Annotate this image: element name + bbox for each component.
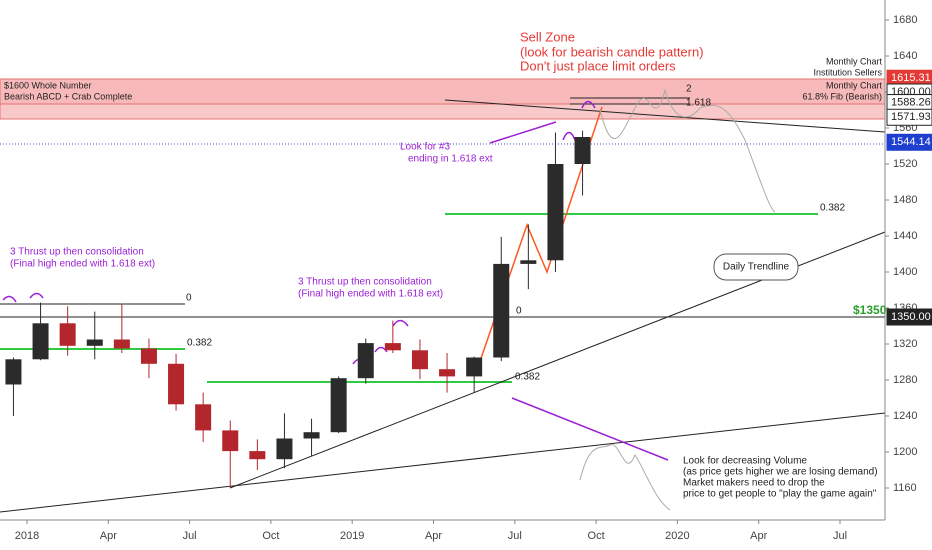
- note: Don't just place limit orders: [520, 58, 676, 73]
- fib: 0.382: [187, 338, 212, 349]
- note: 3 Thrust up then consolidation: [298, 277, 432, 288]
- note: (look for bearish candle pattern): [520, 44, 704, 59]
- x-tick-label: Jul: [183, 530, 197, 542]
- candle-body: [5, 359, 22, 385]
- candle-body: [439, 369, 456, 377]
- x-tick-label: 2019: [340, 530, 364, 542]
- note: Look for decreasing Volume: [683, 456, 807, 467]
- price-label: 1350.00: [891, 311, 931, 323]
- price-label: 1615.31: [891, 72, 931, 84]
- candle-body: [249, 451, 266, 460]
- x-tick-label: Apr: [750, 530, 767, 542]
- note: 3 Thrust up then consolidation: [10, 247, 144, 258]
- note: Look for #3: [400, 142, 450, 153]
- x-tick-label: Apr: [425, 530, 442, 542]
- candle-body: [276, 438, 293, 460]
- x-tick-label: Jul: [833, 530, 847, 542]
- fib: 0.382: [820, 203, 845, 214]
- candle-body: [59, 323, 76, 346]
- note: $1350: [853, 303, 887, 317]
- y-tick-label: 1320: [893, 338, 917, 350]
- fib: 0.382: [515, 372, 540, 383]
- candle-body: [357, 343, 374, 379]
- x-tick-label: Jul: [508, 530, 522, 542]
- candle-body: [547, 164, 564, 261]
- y-tick-label: 1240: [893, 410, 917, 422]
- y-tick-label: 1400: [893, 266, 917, 278]
- note: Institution Sellers: [813, 67, 882, 77]
- y-tick-label: 1160: [893, 482, 917, 494]
- price-label: 1571.93: [891, 111, 931, 123]
- note: (as price gets higher we are losing dema…: [683, 467, 878, 478]
- note: Daily Trendline: [723, 262, 790, 273]
- x-tick-label: Oct: [262, 530, 279, 542]
- price-label-bg: [886, 133, 932, 151]
- note: Monthly Chart: [826, 80, 883, 90]
- candle-body: [574, 137, 591, 164]
- candle-body: [222, 430, 239, 452]
- note: Monthly Chart: [826, 56, 883, 66]
- y-tick-label: 1280: [893, 374, 917, 386]
- note: ending in 1.618 ext: [408, 154, 493, 165]
- y-tick-label: 1200: [893, 446, 917, 458]
- y-tick-label: 1640: [893, 50, 917, 62]
- note: (Final high ended with 1.618 ext): [10, 259, 155, 270]
- fib: 2: [686, 84, 692, 95]
- layout: [0, 0, 886, 521]
- x-tick-label: Apr: [100, 530, 117, 542]
- y-tick-label: 1440: [893, 230, 917, 242]
- x-tick-label: 2018: [15, 530, 39, 542]
- candle-body: [140, 348, 157, 364]
- fib: 0: [516, 306, 522, 317]
- y-tick-label: 1520: [893, 158, 917, 170]
- note: Sell Zone: [520, 29, 575, 44]
- candle-body: [330, 378, 347, 433]
- x-tick-label: 2020: [665, 530, 689, 542]
- candle-body: [195, 404, 212, 431]
- candle-body: [86, 339, 103, 346]
- note: Bearish ABCD + Crab Complete: [4, 91, 132, 101]
- candle-body: [384, 343, 401, 351]
- note: 61.8% Fib (Bearish): [802, 91, 882, 101]
- x-tick-label: Oct: [588, 530, 605, 542]
- y-tick-label: 1680: [893, 14, 917, 26]
- note: (Final high ended with 1.618 ext): [298, 289, 443, 300]
- candle-body: [303, 432, 320, 439]
- price-label: 1544.14: [891, 136, 931, 148]
- candle-body: [32, 323, 49, 360]
- note: $1600 Whole Number: [4, 80, 92, 90]
- fib: 0: [186, 293, 192, 304]
- price-label: 1588.26: [891, 96, 931, 108]
- candle-body: [168, 363, 185, 405]
- price-label-bg: [886, 108, 932, 126]
- annotations: Sell Zone (look for bearish candle patte…: [4, 29, 887, 499]
- fib: 1.618: [686, 98, 711, 109]
- candle-body: [520, 260, 537, 264]
- candle-body: [466, 357, 483, 377]
- y-tick-label: 1480: [893, 194, 917, 206]
- candle-body: [411, 350, 428, 370]
- candle-body: [493, 263, 510, 358]
- candle-body: [113, 339, 130, 349]
- price-label-bg: [886, 308, 932, 326]
- note: price to get people to "play the game ag…: [683, 489, 877, 500]
- note: Market makers need to drop the: [683, 478, 825, 489]
